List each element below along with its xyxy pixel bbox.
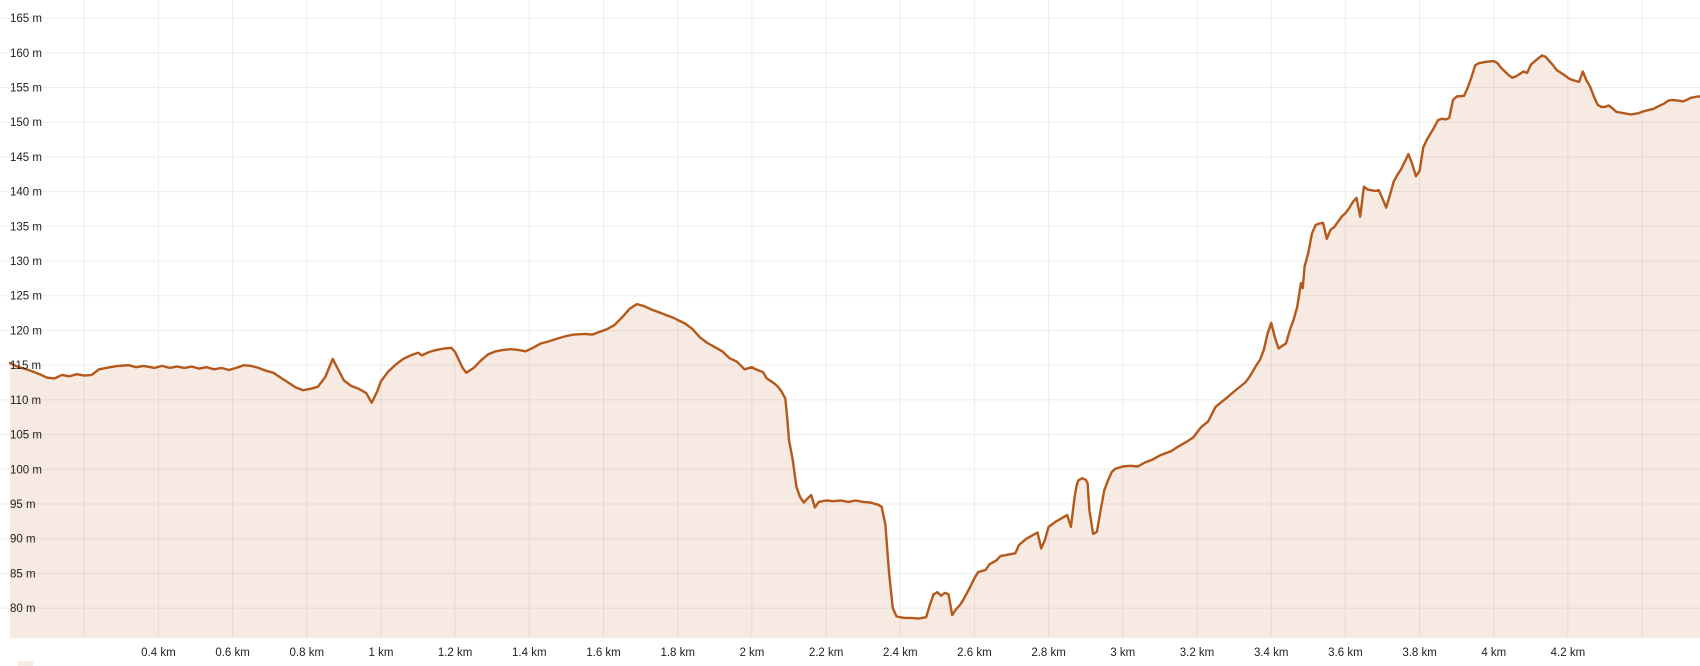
x-tick-label: 0.4 km (141, 647, 176, 659)
x-tick-label: 1.2 km (438, 647, 473, 659)
y-tick-label: 165 m (10, 13, 42, 25)
y-tick-label: 135 m (10, 221, 42, 233)
x-tick-label: 3.6 km (1328, 647, 1363, 659)
y-tick-label: 85 m (10, 568, 36, 580)
y-tick-label: 150 m (10, 117, 42, 129)
y-tick-label: 130 m (10, 256, 42, 268)
x-tick-label: 0.8 km (290, 647, 325, 659)
x-tick-label: 4.2 km (1551, 647, 1586, 659)
vertical-gridlines (83, 0, 1643, 638)
horizontal-gridlines (0, 17, 1700, 609)
x-tick-label: 2.2 km (809, 647, 844, 659)
y-tick-label: 110 m (10, 395, 41, 407)
x-tick-label: 3 km (1110, 647, 1135, 659)
x-tick-label: 3.8 km (1402, 647, 1437, 659)
y-tick-label: 145 m (10, 152, 42, 164)
elevation-area (10, 55, 1700, 638)
x-axis-labels: 0.4 km 0.6 km 0.8 km 1 km 1.2 km 1.4 km 1.6 km… (141, 647, 1585, 659)
y-tick-label: 95 m (10, 499, 36, 511)
y-tick-label: 155 m (10, 83, 42, 95)
y-tick-label: 160 m (10, 48, 42, 60)
x-tick-label: 2.8 km (1031, 647, 1066, 659)
x-tick-label: 2.4 km (883, 647, 918, 659)
x-tick-label: 1.8 km (660, 647, 695, 659)
x-tick-label: 1 km (369, 647, 394, 659)
elevation-line (8, 54, 1700, 620)
x-tick-label: 3.4 km (1254, 647, 1289, 659)
y-tick-label: 115 m (10, 360, 41, 372)
x-tick-label: 4 km (1481, 647, 1506, 659)
y-tick-label: 105 m (10, 430, 42, 442)
y-axis-labels: 80 m 85 m 90 m 95 m 100 m 105 m 110 m 115 m 120 … (10, 13, 42, 615)
x-tick-label: 2.6 km (957, 647, 992, 659)
x-tick-label: 3.2 km (1180, 647, 1215, 659)
y-tick-label: 90 m (10, 534, 36, 546)
y-tick-label: 100 m (10, 464, 42, 476)
y-tick-label: 120 m (10, 326, 42, 338)
x-tick-label: 2 km (739, 647, 764, 659)
y-tick-label: 125 m (10, 291, 42, 303)
y-tick-label: 140 m (10, 187, 42, 199)
x-tick-label: 0.6 km (215, 647, 250, 659)
x-tick-label: 1.6 km (586, 647, 621, 659)
x-tick-label: 1.4 km (512, 647, 547, 659)
y-tick-label: 80 m (10, 603, 36, 615)
legend-swatch (18, 661, 33, 666)
